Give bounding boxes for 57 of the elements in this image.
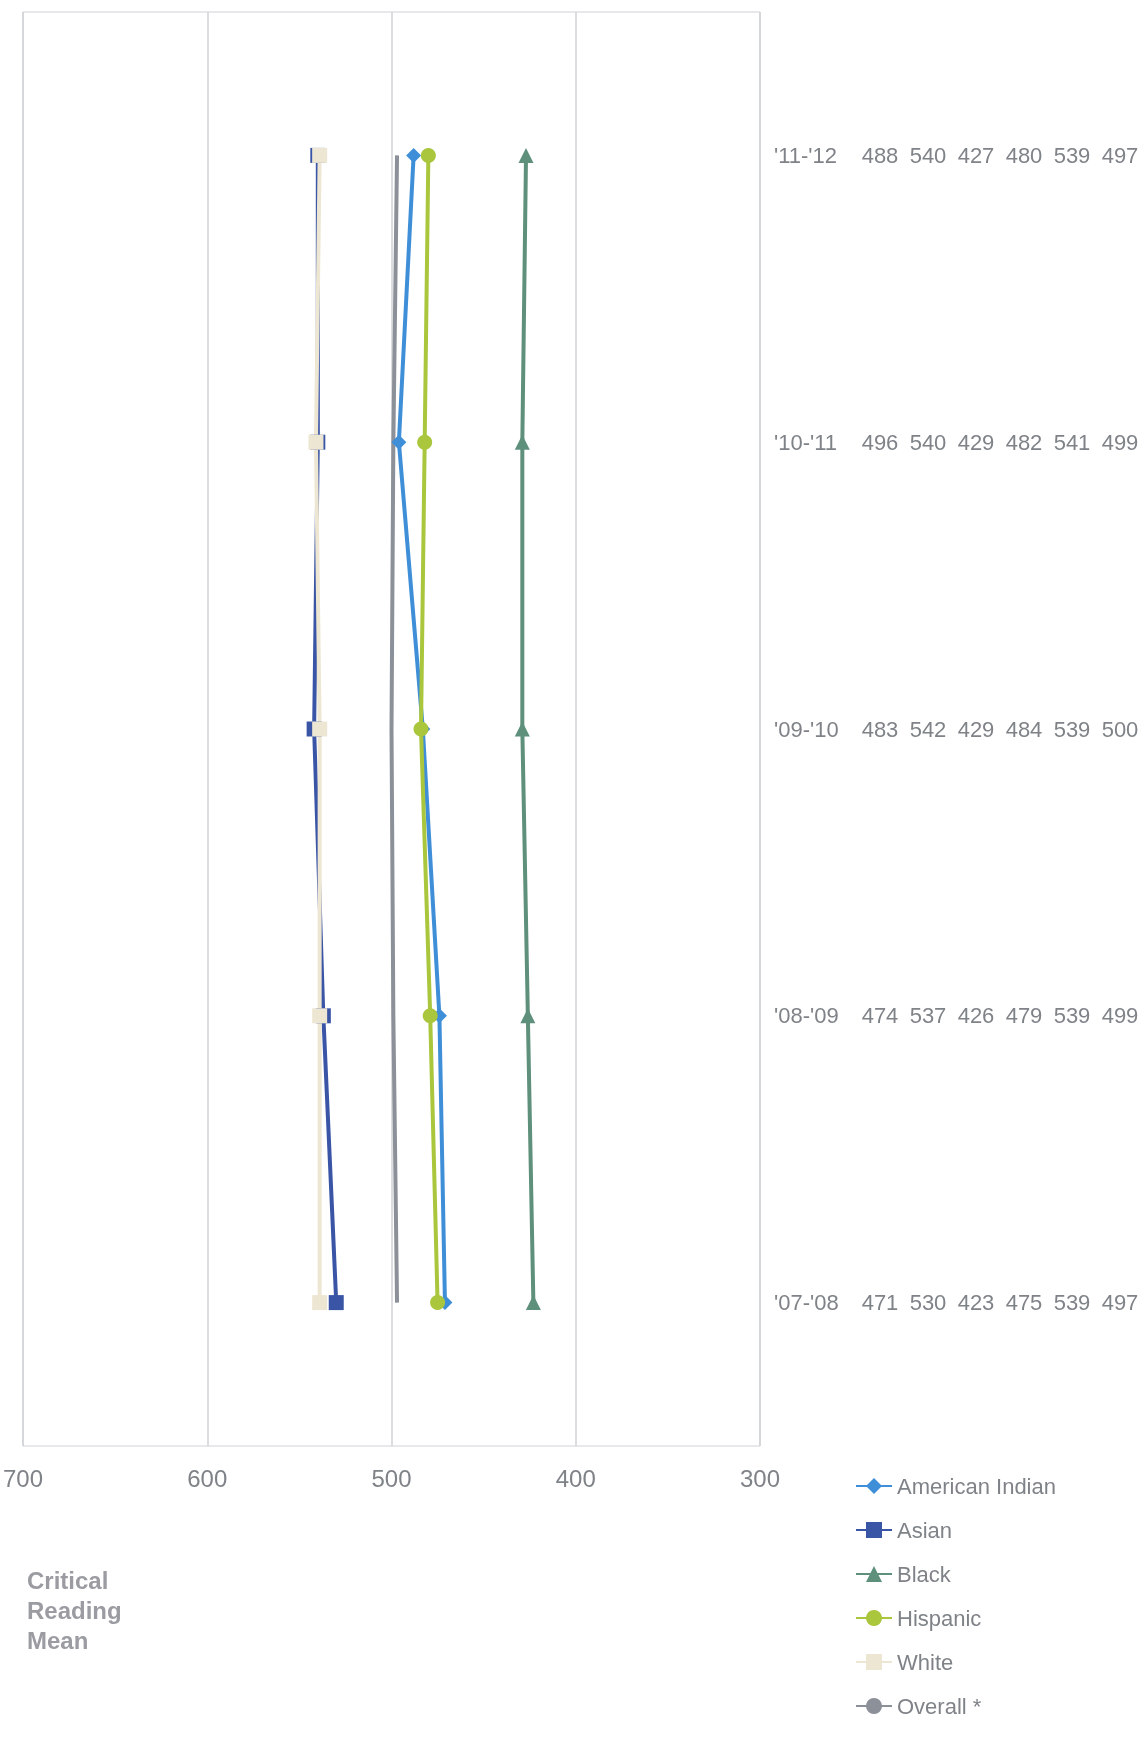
x-tick-label: 400 <box>555 1464 596 1492</box>
y-tick-label: '11-'12 <box>774 142 838 168</box>
y-tick-label: '10-'11 <box>774 429 838 455</box>
data-label: 479 <box>1005 1003 1043 1029</box>
point <box>328 1295 344 1311</box>
data-label: 423 <box>957 1290 995 1316</box>
data-label: 541 <box>1053 429 1091 455</box>
y-tick-label: '08-'09 <box>774 1003 839 1029</box>
point <box>518 147 534 163</box>
data-label: 429 <box>957 716 995 742</box>
point <box>420 147 436 163</box>
x-tick-label: 300 <box>739 1464 781 1492</box>
data-label: 539 <box>1053 1290 1091 1316</box>
data-label: 427 <box>957 142 995 168</box>
point <box>391 434 407 450</box>
legend-label: Hispanic <box>897 1605 982 1631</box>
legend-label: Asian <box>897 1517 953 1543</box>
point <box>312 721 328 737</box>
x-tick-label: 600 <box>187 1464 228 1492</box>
data-label: 499 <box>1101 429 1139 455</box>
legend-label: White <box>897 1649 954 1675</box>
point <box>430 1295 446 1311</box>
data-label: 537 <box>909 1003 947 1029</box>
x-tick-label: 500 <box>371 1464 412 1492</box>
data-label: 497 <box>1101 142 1139 168</box>
data-label: 540 <box>909 142 947 168</box>
data-label: 499 <box>1101 1003 1139 1029</box>
point <box>312 1295 328 1311</box>
x-tick-label: 700 <box>3 1464 44 1492</box>
data-label: 540 <box>909 429 947 455</box>
data-label: 474 <box>861 1003 899 1029</box>
point <box>406 147 422 163</box>
data-label: 475 <box>1005 1290 1043 1316</box>
data-label: 471 <box>861 1290 899 1316</box>
legend-label: Black <box>897 1561 952 1587</box>
y-tick-label: '09-'10 <box>774 716 839 742</box>
data-label: 500 <box>1101 716 1139 742</box>
data-label: 426 <box>957 1003 995 1029</box>
text: Critical Reading Mean <box>27 1566 129 1654</box>
point <box>422 1008 438 1024</box>
data-label: 484 <box>1005 716 1043 742</box>
data-label: 488 <box>861 142 899 168</box>
data-label: 539 <box>1053 716 1091 742</box>
data-label: 429 <box>957 429 995 455</box>
data-label: 539 <box>1053 142 1091 168</box>
data-label: 539 <box>1053 1003 1091 1029</box>
point <box>417 434 433 450</box>
data-label: 497 <box>1101 1290 1139 1316</box>
data-label: 480 <box>1005 142 1043 168</box>
legend-label: American Indian <box>897 1473 1056 1499</box>
data-label: 483 <box>861 716 899 742</box>
data-label: 542 <box>909 716 947 742</box>
data-label: 496 <box>861 429 899 455</box>
y-tick-label: '07-'08 <box>774 1290 839 1316</box>
data-label: 530 <box>909 1290 947 1316</box>
legend-label: Overall * <box>897 1693 982 1719</box>
data-label: 482 <box>1005 429 1043 455</box>
